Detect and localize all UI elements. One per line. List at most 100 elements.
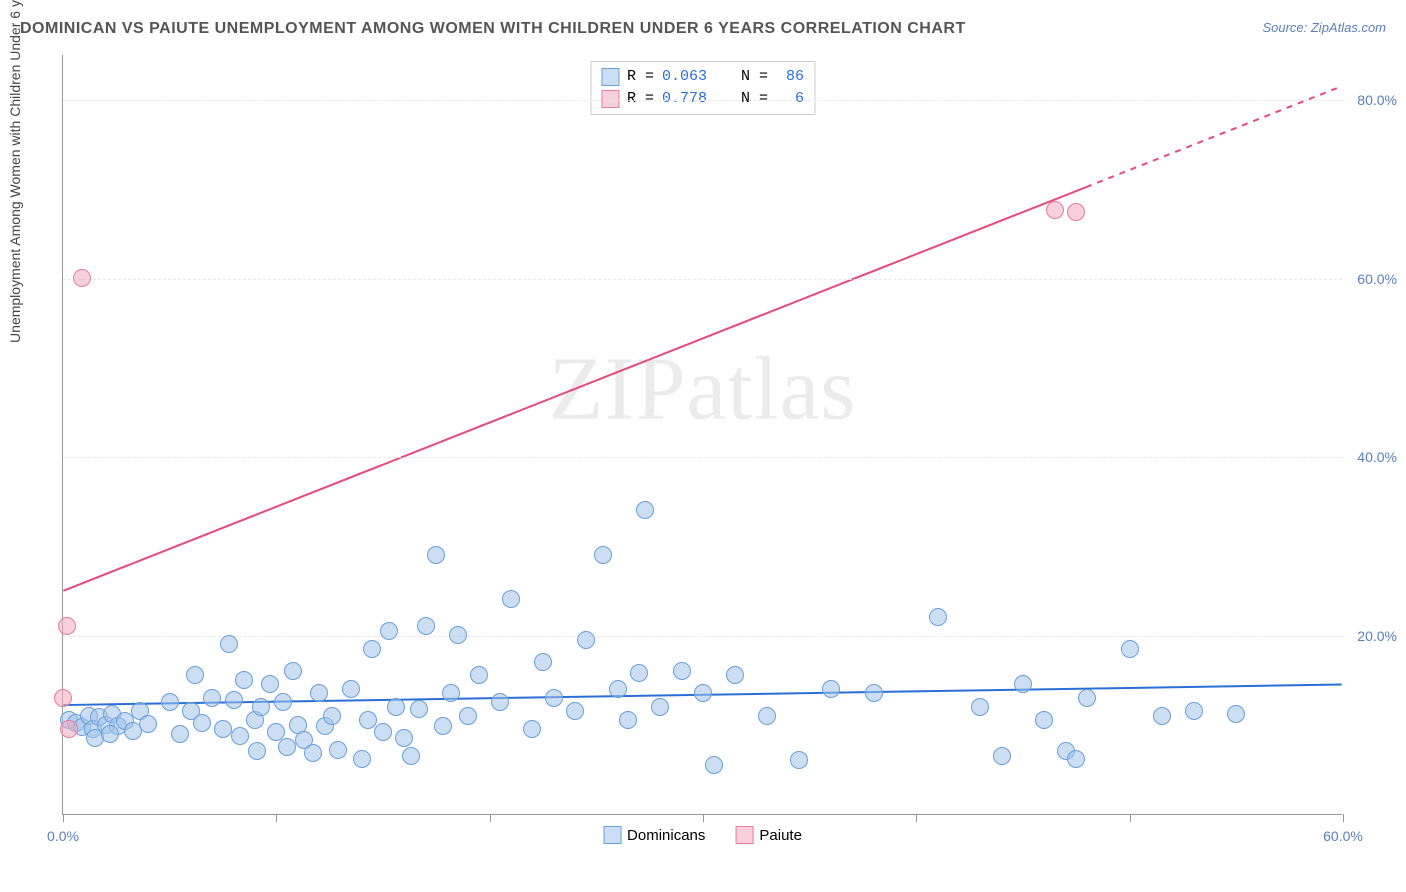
x-tick bbox=[276, 814, 277, 822]
data-point bbox=[374, 723, 392, 741]
data-point bbox=[310, 684, 328, 702]
data-point bbox=[380, 622, 398, 640]
gridline-h bbox=[63, 100, 1342, 101]
data-point bbox=[342, 680, 360, 698]
data-point bbox=[459, 707, 477, 725]
legend-r-value: 0.063 bbox=[662, 66, 707, 88]
data-point bbox=[636, 501, 654, 519]
data-point bbox=[1153, 707, 1171, 725]
y-axis-label: Unemployment Among Women with Children U… bbox=[7, 0, 23, 343]
data-point bbox=[993, 747, 1011, 765]
legend-label: Dominicans bbox=[627, 827, 705, 844]
plot-area: ZIPatlas R = 0.063 N = 86 R = 0.778 N = … bbox=[62, 55, 1342, 815]
legend-n-label: N = bbox=[741, 66, 768, 88]
data-point bbox=[1185, 702, 1203, 720]
data-point bbox=[434, 717, 452, 735]
data-point bbox=[54, 689, 72, 707]
data-point bbox=[427, 546, 445, 564]
y-tick-label: 20.0% bbox=[1357, 628, 1397, 644]
data-point bbox=[1046, 201, 1064, 219]
legend-correlation: R = 0.063 N = 86 R = 0.778 N = 6 bbox=[590, 61, 815, 115]
data-point bbox=[284, 662, 302, 680]
data-point bbox=[577, 631, 595, 649]
x-tick bbox=[63, 814, 64, 822]
data-point bbox=[225, 691, 243, 709]
data-point bbox=[220, 635, 238, 653]
data-point bbox=[502, 590, 520, 608]
data-point bbox=[252, 698, 270, 716]
source-link[interactable]: Source: ZipAtlas.com bbox=[1262, 20, 1386, 35]
data-point bbox=[534, 653, 552, 671]
data-point bbox=[171, 725, 189, 743]
data-point bbox=[1067, 750, 1085, 768]
data-point bbox=[673, 662, 691, 680]
data-point bbox=[248, 742, 266, 760]
data-point bbox=[402, 747, 420, 765]
data-point bbox=[594, 546, 612, 564]
legend-label: Paiute bbox=[759, 827, 802, 844]
x-tick-label: 60.0% bbox=[1323, 828, 1363, 844]
data-point bbox=[449, 626, 467, 644]
data-point bbox=[726, 666, 744, 684]
data-point bbox=[329, 741, 347, 759]
legend-item: Paiute bbox=[735, 826, 802, 844]
x-tick bbox=[916, 814, 917, 822]
data-point bbox=[865, 684, 883, 702]
legend-swatch bbox=[601, 68, 619, 86]
data-point bbox=[1014, 675, 1032, 693]
data-point bbox=[790, 751, 808, 769]
data-point bbox=[491, 693, 509, 711]
x-tick bbox=[1343, 814, 1344, 822]
data-point bbox=[929, 608, 947, 626]
y-tick-label: 80.0% bbox=[1357, 92, 1397, 108]
data-point bbox=[60, 720, 78, 738]
data-point bbox=[410, 700, 428, 718]
data-point bbox=[705, 756, 723, 774]
gridline-h bbox=[63, 636, 1342, 637]
data-point bbox=[523, 720, 541, 738]
data-point bbox=[1067, 203, 1085, 221]
data-point bbox=[261, 675, 279, 693]
x-tick-label: 0.0% bbox=[47, 828, 79, 844]
data-point bbox=[161, 693, 179, 711]
x-tick bbox=[490, 814, 491, 822]
data-point bbox=[186, 666, 204, 684]
data-point bbox=[651, 698, 669, 716]
data-point bbox=[278, 738, 296, 756]
chart-title: DOMINICAN VS PAIUTE UNEMPLOYMENT AMONG W… bbox=[20, 20, 966, 38]
data-point bbox=[323, 707, 341, 725]
gridline-h bbox=[63, 279, 1342, 280]
data-point bbox=[101, 725, 119, 743]
data-point bbox=[566, 702, 584, 720]
legend-r-label: R = bbox=[627, 66, 654, 88]
legend-correlation-row: R = 0.063 N = 86 bbox=[601, 66, 804, 88]
data-point bbox=[545, 689, 563, 707]
data-point bbox=[353, 750, 371, 768]
data-point bbox=[73, 269, 91, 287]
data-point bbox=[235, 671, 253, 689]
data-point bbox=[58, 617, 76, 635]
data-point bbox=[694, 684, 712, 702]
legend-swatch bbox=[603, 826, 621, 844]
data-point bbox=[231, 727, 249, 745]
legend-item: Dominicans bbox=[603, 826, 705, 844]
data-point bbox=[1227, 705, 1245, 723]
data-point bbox=[609, 680, 627, 698]
data-point bbox=[395, 729, 413, 747]
x-tick bbox=[703, 814, 704, 822]
legend-n-value: 86 bbox=[776, 66, 804, 88]
data-point bbox=[1121, 640, 1139, 658]
data-point bbox=[417, 617, 435, 635]
y-tick-label: 60.0% bbox=[1357, 271, 1397, 287]
data-point bbox=[139, 715, 157, 733]
data-point bbox=[274, 693, 292, 711]
data-point bbox=[304, 744, 322, 762]
data-point bbox=[822, 680, 840, 698]
data-point bbox=[630, 664, 648, 682]
data-point bbox=[363, 640, 381, 658]
x-tick bbox=[1130, 814, 1131, 822]
data-point bbox=[203, 689, 221, 707]
data-point bbox=[214, 720, 232, 738]
gridline-h bbox=[63, 457, 1342, 458]
legend-bottom: Dominicans Paiute bbox=[603, 826, 802, 844]
